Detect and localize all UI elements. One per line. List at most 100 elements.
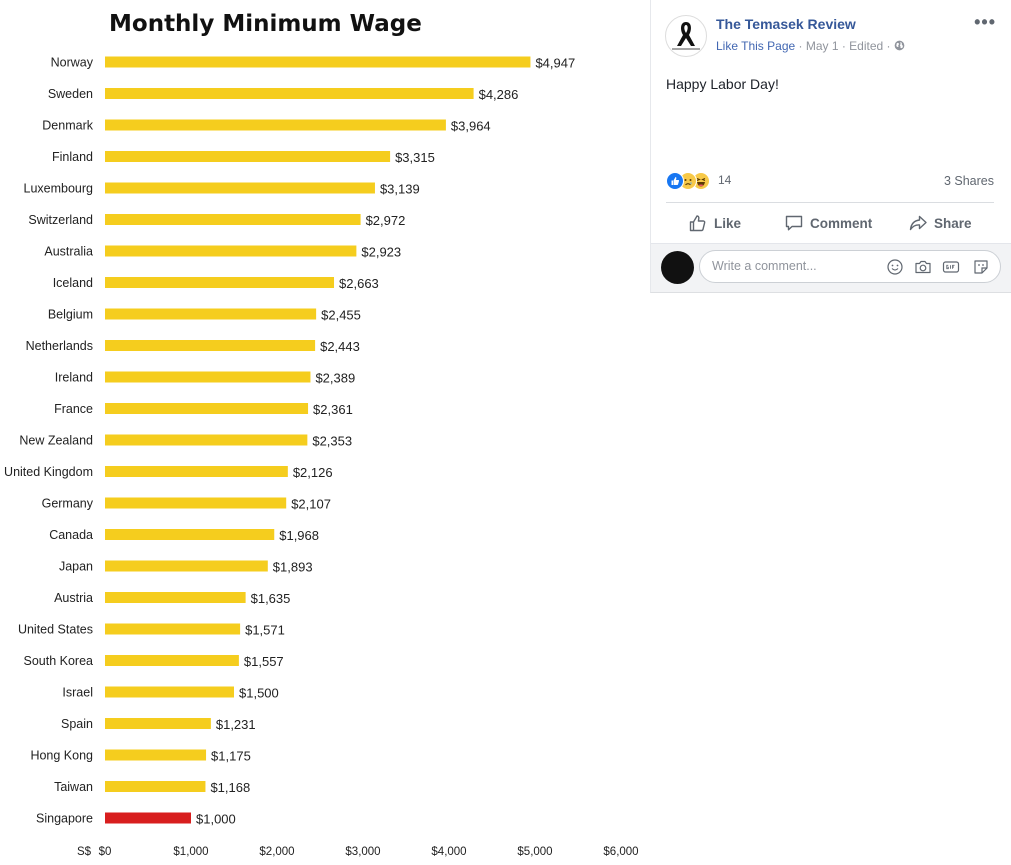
data-label: $1,968 (279, 528, 319, 543)
bar (105, 749, 207, 761)
bar (105, 623, 241, 635)
category-label: Luxembourg (24, 182, 94, 196)
bar (105, 56, 531, 68)
like-button[interactable]: Like (688, 212, 741, 234)
comment-composer (651, 244, 1011, 292)
share-button[interactable]: Share (908, 212, 972, 234)
category-label: Austria (54, 591, 93, 605)
comment-input[interactable] (712, 259, 882, 273)
category-label: Netherlands (26, 339, 93, 353)
category-label: France (54, 402, 93, 416)
category-label: Australia (44, 245, 93, 259)
x-tick-label: $1,000 (173, 846, 208, 858)
category-label: Singapore (36, 812, 93, 826)
bar (105, 371, 311, 383)
divider (666, 202, 994, 203)
data-label: $2,443 (320, 339, 360, 354)
category-label: Canada (49, 528, 93, 542)
comment-label: Comment (810, 215, 873, 231)
category-label: Norway (51, 56, 94, 70)
x-tick-label: $0 (99, 846, 112, 858)
share-label: Share (934, 215, 972, 231)
bar (105, 434, 308, 446)
data-label: $2,107 (291, 497, 331, 512)
gif-icon[interactable] (942, 258, 960, 276)
x-tick-label: $4,000 (431, 846, 466, 858)
data-label: $4,947 (535, 56, 575, 71)
bar (105, 340, 316, 351)
comment-icon (785, 215, 803, 231)
bar (105, 403, 309, 414)
reaction-count: 14 (718, 173, 732, 187)
category-label: United States (18, 623, 93, 637)
data-label: $1,168 (210, 780, 250, 795)
black-ribbon-icon (672, 22, 700, 50)
comment-button[interactable]: Comment (784, 212, 872, 234)
post-meta: Like This Page · May 1 · Edited · (716, 39, 905, 53)
bar (105, 277, 335, 288)
bar (105, 88, 474, 99)
bar (105, 214, 361, 225)
sticker-icon[interactable] (972, 258, 990, 276)
data-label: $1,175 (211, 749, 251, 764)
category-label: Taiwan (54, 780, 93, 794)
user-avatar[interactable] (661, 251, 694, 284)
x-tick-label: $2,000 (259, 846, 294, 858)
bar (105, 119, 446, 131)
post-text: Happy Labor Day! (666, 76, 779, 92)
category-label: Ireland (55, 371, 93, 385)
data-label: $2,389 (315, 371, 355, 386)
category-label: Israel (62, 686, 93, 700)
data-label: $2,353 (312, 434, 352, 449)
data-label: $2,923 (361, 245, 401, 260)
bar (105, 655, 239, 666)
data-label: $1,635 (251, 591, 291, 606)
data-label: $2,663 (339, 276, 379, 291)
data-label: $1,231 (216, 717, 256, 732)
page-name-link[interactable]: The Temasek Review (716, 16, 856, 32)
post-date: · May 1 · Edited · (795, 39, 894, 53)
bar (105, 686, 234, 698)
bar (105, 308, 317, 320)
camera-icon[interactable] (914, 258, 932, 276)
data-label: $2,455 (321, 308, 361, 323)
category-label: Iceland (53, 276, 93, 290)
category-label: Japan (59, 560, 93, 574)
data-label: $3,315 (395, 150, 435, 165)
data-label: $1,893 (273, 560, 313, 575)
category-label: Germany (42, 497, 94, 511)
bar (105, 466, 288, 477)
bar (105, 560, 268, 572)
more-options-button[interactable]: ••• (974, 12, 996, 32)
bar (105, 151, 391, 162)
bar (105, 781, 206, 792)
globe-icon[interactable] (894, 40, 905, 51)
emoji-icon[interactable] (886, 258, 904, 276)
like-page-link[interactable]: Like This Page (716, 39, 796, 53)
category-label: Sweden (48, 87, 93, 101)
category-label: Spain (61, 717, 93, 731)
category-label: South Korea (24, 654, 94, 668)
bar (105, 182, 375, 194)
category-label: Belgium (48, 308, 93, 322)
chart-title: Monthly Minimum Wage (109, 11, 422, 37)
page-avatar[interactable] (665, 15, 707, 57)
like-label: Like (714, 215, 742, 231)
bar (105, 592, 246, 603)
category-label: United Kingdom (4, 465, 93, 479)
category-label: New Zealand (19, 434, 93, 448)
data-label: $1,557 (244, 654, 284, 669)
bar (105, 245, 357, 257)
comment-box[interactable] (699, 250, 1001, 283)
category-label: Denmark (42, 119, 93, 133)
facebook-post: The Temasek Review Like This Page · May … (650, 0, 1011, 293)
x-tick-label: $5,000 (517, 846, 552, 858)
data-label: $1,571 (245, 623, 285, 638)
category-label: Hong Kong (30, 749, 93, 763)
bar (105, 497, 287, 509)
chart-image: Monthly Minimum Wage Norway $4,947 Sweden $4… (4, 11, 639, 858)
shares-count-link[interactable]: 3 Shares (943, 174, 994, 188)
sad-icon (679, 172, 697, 190)
data-label: $2,126 (293, 465, 333, 480)
data-label: $2,361 (313, 402, 353, 417)
